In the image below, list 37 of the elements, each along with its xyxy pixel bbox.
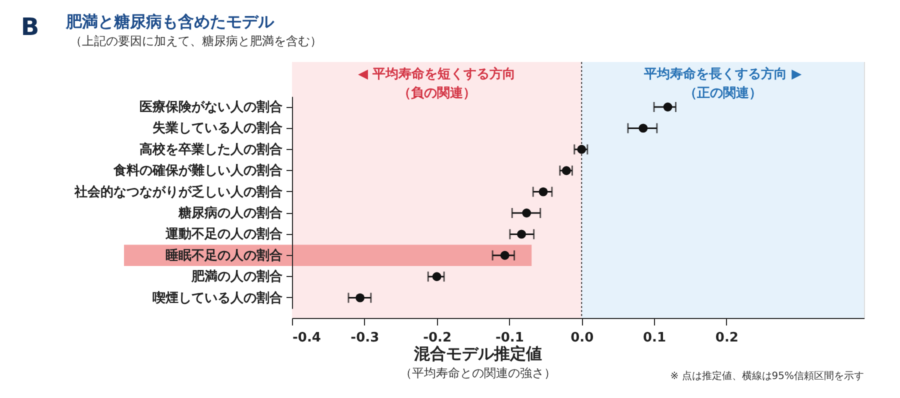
x-tick-label: 0.0 bbox=[570, 330, 594, 346]
point bbox=[638, 124, 648, 133]
point bbox=[538, 187, 548, 196]
text: B bbox=[20, 13, 40, 41]
y-tick-label: 高校を卒業した人の割合 bbox=[140, 141, 282, 158]
band-label: ◀ 平均寿命を短くする方向 bbox=[358, 66, 516, 82]
x-axis-title: 混合モデル推定値 bbox=[413, 344, 542, 363]
text: ※ 点は推定値、横線は95%信頼区間を示す bbox=[670, 370, 864, 382]
annotation: （正の関連） bbox=[684, 86, 762, 101]
y-tick-label: 失業している人の割合 bbox=[152, 120, 282, 136]
y-tick-label: 喫煙している人の割合 bbox=[152, 290, 282, 306]
point bbox=[517, 230, 526, 239]
point bbox=[356, 293, 365, 302]
y-tick-label: 運動不足の人の割合 bbox=[164, 226, 282, 242]
y-tick-label: 肥満の人の割合 bbox=[190, 268, 282, 285]
y-tick-label: 食料の確保が難しい人の割合 bbox=[112, 162, 282, 179]
point bbox=[432, 272, 442, 282]
annotation: （負の関連） bbox=[398, 86, 476, 101]
y-tick-label: 睡眠不足の人の割合 bbox=[166, 247, 282, 264]
point bbox=[562, 166, 571, 176]
text: （平均寿命との関連の強さ） bbox=[400, 366, 556, 380]
band-label: 平均寿命を長くする方向 ▶ bbox=[643, 66, 802, 82]
point bbox=[663, 102, 672, 112]
chart-title: 肥満と糖尿病も含めたモデル bbox=[65, 12, 275, 31]
x-tick-label: -0.2 bbox=[423, 330, 452, 346]
x-tick-label: 0.1 bbox=[643, 330, 666, 346]
y-tick-label: 糖尿病の人の割合 bbox=[178, 205, 282, 221]
y-tick-label: 社会的なつながりが乏しい人の割合 bbox=[74, 184, 282, 200]
y-tick-label: 医療保険がない人の割合 bbox=[140, 99, 282, 115]
x-tick-label: -0.1 bbox=[495, 330, 524, 346]
x-tick-label: -0.3 bbox=[350, 330, 380, 346]
point bbox=[500, 250, 510, 260]
x-tick-label: -0.4 bbox=[292, 330, 321, 346]
point bbox=[577, 144, 586, 154]
point bbox=[522, 208, 532, 218]
x-tick-label: 0.2 bbox=[715, 330, 738, 346]
text: （上記の要因に加えて、糖尿病と肥満を含む） bbox=[70, 34, 322, 48]
